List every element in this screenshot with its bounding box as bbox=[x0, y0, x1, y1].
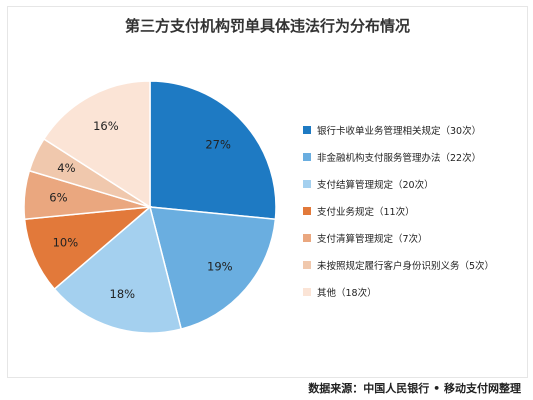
legend-swatch bbox=[303, 152, 311, 161]
legend-label: 银行卡收单业务管理相关规定（30次） bbox=[317, 125, 482, 137]
slice-percent-label-7: 16% bbox=[93, 119, 119, 133]
legend-label: 支付业务规定（11次） bbox=[317, 206, 415, 218]
pie-slice-2 bbox=[149, 206, 277, 330]
legend-item-3: 支付结算管理规定（20次） bbox=[303, 170, 528, 197]
legend-swatch bbox=[303, 233, 311, 242]
legend-label: 支付清算管理规定（7次） bbox=[317, 233, 428, 245]
legend-label: 其他（18次） bbox=[317, 287, 377, 299]
legend-item-2: 非金融机构支付服务管理办法（22次） bbox=[303, 143, 528, 170]
legend-item-7: 其他（18次） bbox=[303, 278, 528, 305]
legend-item-5: 支付清算管理规定（7次） bbox=[303, 224, 528, 251]
slice-percent-label-2: 19% bbox=[207, 259, 233, 273]
slice-percent-label-3: 18% bbox=[110, 287, 136, 301]
pie-slice-4 bbox=[23, 206, 153, 291]
slice-percent-label-6: 4% bbox=[57, 161, 75, 175]
slice-percent-label-1: 27% bbox=[205, 138, 231, 152]
legend-label: 支付结算管理规定（20次） bbox=[317, 179, 434, 191]
pie-slice-1 bbox=[149, 80, 277, 221]
chart-legend: 银行卡收单业务管理相关规定（30次） 非金融机构支付服务管理办法（22次） 支付结算… bbox=[303, 116, 528, 305]
pie-slice-3 bbox=[53, 205, 183, 334]
slice-percent-label-5: 6% bbox=[49, 191, 67, 205]
legend-swatch bbox=[303, 260, 311, 269]
legend-swatch bbox=[303, 179, 311, 188]
legend-swatch bbox=[303, 287, 311, 296]
legend-label: 非金融机构支付服务管理办法（22次） bbox=[317, 152, 482, 164]
legend-item-1: 银行卡收单业务管理相关规定（30次） bbox=[303, 116, 528, 143]
chart-title: 第三方支付机构罚单具体违法行为分布情况 bbox=[124, 17, 410, 35]
pie-slice-7 bbox=[42, 80, 151, 209]
legend-swatch bbox=[303, 125, 311, 134]
legend-item-6: 未按照规定履行客户身份识别义务（5次） bbox=[303, 251, 528, 278]
legend-swatch bbox=[303, 206, 311, 215]
slice-percent-label-4: 10% bbox=[53, 236, 79, 250]
legend-item-4: 支付业务规定（11次） bbox=[303, 197, 528, 224]
legend-label: 未按照规定履行客户身份识别义务（5次） bbox=[317, 260, 495, 272]
data-source-note: 数据来源：中国人民银行 • 移动支付网整理 bbox=[308, 382, 521, 395]
